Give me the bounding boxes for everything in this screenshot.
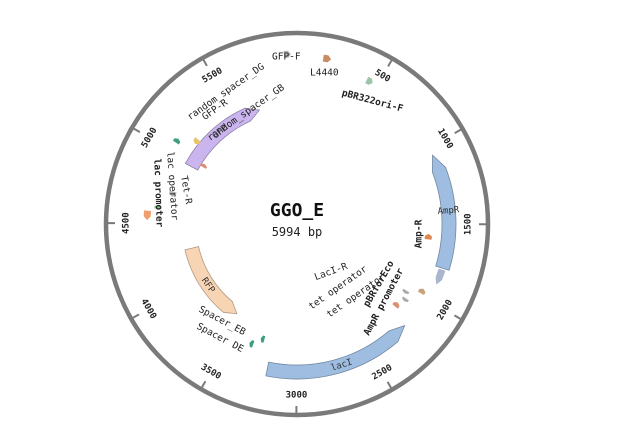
plasmid-name: GGO_E	[270, 200, 324, 221]
feature-spacer-eb[interactable]	[260, 335, 266, 343]
backbone-circle	[103, 30, 491, 418]
tick-mark	[132, 313, 140, 319]
feature-label-gfp-f: GFP-F	[272, 52, 301, 63]
feature-spacer-de[interactable]	[249, 340, 255, 348]
tick-mark	[453, 314, 461, 320]
feature-arcs	[143, 50, 457, 380]
feature-lac-promoter[interactable]	[143, 210, 152, 221]
feature-gfp-r[interactable]	[193, 137, 201, 145]
feature-laci[interactable]	[265, 324, 406, 380]
tick-label: 3500	[199, 362, 223, 382]
feature-tet-operator-2[interactable]	[402, 288, 410, 295]
tick-label: 5500	[201, 66, 225, 85]
feature-l4440[interactable]	[322, 54, 332, 63]
feature-label-tet-r: Tet-R	[178, 175, 194, 205]
feature-lac-operator[interactable]	[154, 205, 162, 210]
tick-label: 3000	[286, 390, 308, 400]
feature-gfp[interactable]	[184, 107, 261, 171]
feature-laci-r[interactable]	[392, 301, 400, 309]
tick-mark	[201, 380, 207, 388]
tick-label: 4500	[121, 212, 131, 234]
feature-label-lac-operator: lac operator	[164, 151, 180, 221]
feature-tet-operator-1[interactable]	[401, 296, 409, 303]
feature-label-ampr: AmpR	[437, 205, 460, 217]
tick-label: 1000	[435, 127, 454, 151]
feature-ampr-promoter[interactable]	[435, 268, 446, 285]
feature-gfp-f[interactable]	[283, 50, 291, 59]
feature-label-pbr322ori-f: pBR322ori-F	[341, 88, 405, 115]
feature-pbr322ori-f[interactable]	[365, 76, 373, 85]
tick-label: 5000	[140, 126, 160, 150]
tick-label: 4000	[138, 297, 157, 321]
tick-label: 1500	[463, 213, 473, 235]
feature-rfp[interactable]	[184, 246, 238, 315]
feature-amp-r[interactable]	[424, 233, 432, 240]
tick-label: 2000	[436, 298, 456, 322]
tick-mark	[387, 59, 393, 67]
plasmid-length: 5994 bp	[272, 225, 323, 239]
tick-mark	[202, 59, 208, 67]
tick-label: 2500	[370, 363, 394, 382]
tick-label: 500	[373, 68, 392, 85]
tick-mark	[133, 127, 141, 134]
tick-mark	[386, 381, 392, 389]
feature-random-spacer-gb[interactable]	[199, 163, 207, 169]
feature-ampr[interactable]	[432, 154, 457, 271]
feature-random-spacer-dg[interactable]	[172, 138, 181, 145]
feature-label-lac-promoter: lac promoter	[151, 159, 164, 228]
tick-mark	[454, 128, 462, 135]
feature-label-l4440: L4440	[310, 68, 339, 79]
feature-pbrforeco[interactable]	[417, 288, 426, 296]
feature-tet-r[interactable]	[168, 190, 177, 197]
feature-label-amp-r: Amp-R	[414, 219, 425, 248]
